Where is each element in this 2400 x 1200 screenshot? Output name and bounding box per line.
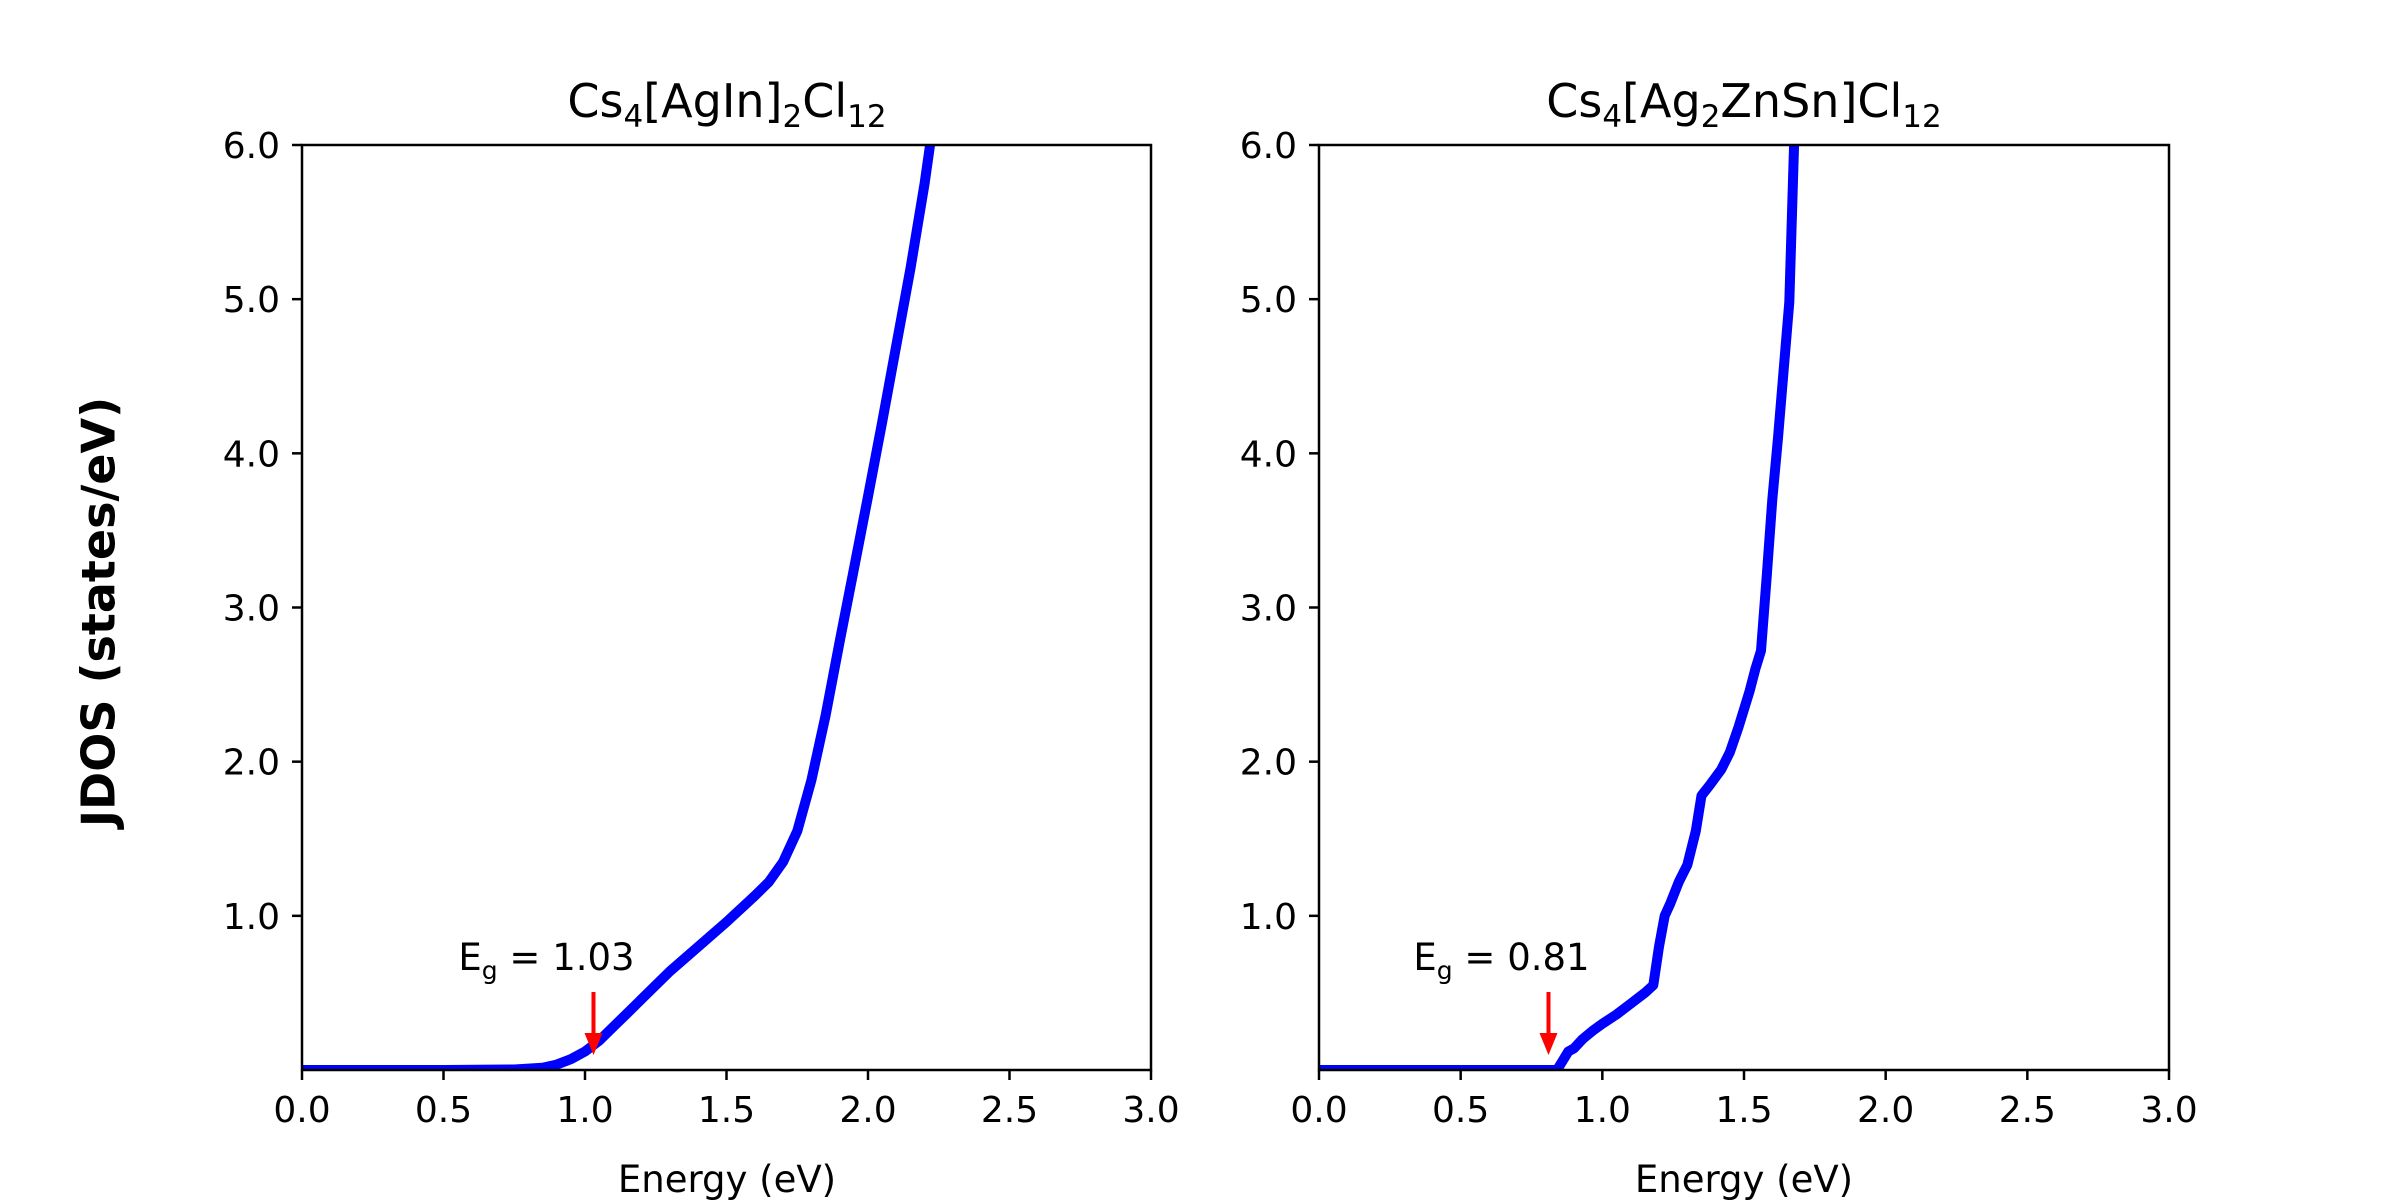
bandgap-arrow-head-left: [584, 1033, 603, 1055]
y-tick-label-right: 2.0: [1240, 743, 1297, 784]
x-tick-label-left: 2.5: [981, 1090, 1038, 1131]
x-tick-label-right: 0.5: [1432, 1090, 1489, 1131]
x-tick-label-right: 2.5: [1999, 1090, 2056, 1131]
x-axis-label-right: Energy (eV): [1635, 1158, 1853, 1200]
panel-right: Cs4[Ag2ZnSn]Cl12 Energy (eV) Eg = 0.81 0…: [1240, 74, 2198, 1200]
x-tick-label-left: 0.5: [415, 1090, 472, 1131]
bandgap-arrow-head-right: [1539, 1033, 1558, 1055]
bandgap-annotation-right: Eg = 0.81: [1413, 936, 1589, 985]
y-tick-label-left: 1.0: [223, 897, 280, 938]
panel-left: Cs4[AgIn]2Cl12 Energy (eV) Eg = 1.03 0.0…: [223, 74, 1180, 1200]
bandgap-annotation-left: Eg = 1.03: [458, 936, 634, 985]
y-tick-label-right: 6.0: [1240, 126, 1297, 167]
x-tick-label-left: 3.0: [1122, 1090, 1179, 1131]
x-tick-label-left: 0.0: [273, 1090, 330, 1131]
y-axis-label: JDOS (states/eV): [72, 397, 126, 830]
y-tick-label-right: 5.0: [1240, 280, 1297, 321]
y-tick-label-left: 6.0: [223, 126, 280, 167]
y-tick-label-left: 4.0: [223, 434, 280, 475]
panel-title-left: Cs4[AgIn]2Cl12: [567, 74, 886, 135]
panel-title-right: Cs4[Ag2ZnSn]Cl12: [1546, 74, 1942, 135]
y-tick-label-right: 4.0: [1240, 434, 1297, 475]
x-tick-label-right: 3.0: [2140, 1090, 2197, 1131]
x-tick-label-right: 1.5: [1715, 1090, 1772, 1131]
y-tick-label-left: 5.0: [223, 280, 280, 321]
y-tick-label-right: 1.0: [1240, 897, 1297, 938]
y-tick-label-left: 2.0: [223, 743, 280, 784]
x-axis-label-left: Energy (eV): [618, 1158, 836, 1200]
jdos-line-right: [1319, 144, 1800, 1071]
x-tick-label-left: 1.5: [698, 1090, 755, 1131]
x-tick-label-right: 1.0: [1574, 1090, 1631, 1131]
y-tick-label-right: 3.0: [1240, 589, 1297, 630]
x-tick-label-left: 2.0: [839, 1090, 896, 1131]
y-tick-label-left: 3.0: [223, 589, 280, 630]
jdos-line-left: [302, 144, 936, 1071]
x-tick-label-left: 1.0: [556, 1090, 613, 1131]
x-tick-label-right: 0.0: [1290, 1090, 1347, 1131]
x-tick-label-right: 2.0: [1857, 1090, 1914, 1131]
